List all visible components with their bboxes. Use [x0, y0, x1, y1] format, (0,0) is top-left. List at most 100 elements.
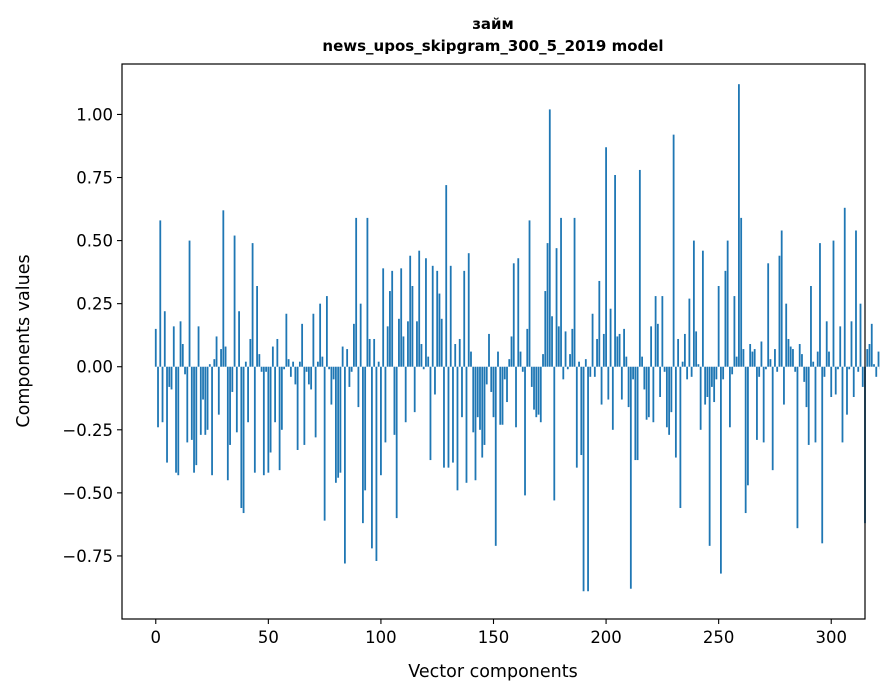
bar-132 — [452, 366, 454, 463]
bar-148 — [488, 333, 490, 367]
bar-180 — [560, 217, 562, 367]
bar-64 — [298, 361, 301, 367]
bar-73 — [319, 303, 322, 367]
bar-161 — [517, 258, 520, 367]
bar-237 — [688, 298, 691, 367]
bar-1 — [157, 366, 159, 428]
bar-12 — [181, 344, 184, 367]
bar-292 — [812, 361, 815, 367]
bar-94 — [366, 217, 369, 367]
bar-284 — [794, 366, 797, 372]
bar-181 — [562, 366, 565, 380]
bar-291 — [810, 286, 812, 367]
bar-33 — [229, 366, 231, 445]
bar-91 — [359, 303, 362, 367]
bar-65 — [301, 323, 304, 367]
bar-47 — [260, 366, 263, 372]
bar-257 — [733, 296, 736, 367]
bar-208 — [623, 328, 625, 367]
bar-138 — [465, 366, 468, 483]
bar-43 — [251, 243, 254, 367]
bar-159 — [512, 263, 515, 367]
y-tick-label: 0.00 — [76, 358, 113, 377]
bar-317 — [868, 344, 871, 367]
y-tick-label: −0.50 — [62, 484, 113, 503]
bar-178 — [555, 248, 558, 367]
bar-268 — [758, 366, 761, 377]
bar-2 — [159, 220, 162, 367]
bar-266 — [753, 349, 756, 367]
bar-42 — [249, 338, 252, 367]
bar-287 — [801, 354, 803, 367]
bar-294 — [816, 351, 819, 367]
bar-21 — [202, 366, 204, 400]
bar-184 — [569, 354, 571, 367]
y-axis-label: Components values — [14, 254, 34, 427]
bar-130 — [447, 366, 450, 468]
bar-124 — [434, 366, 436, 395]
bar-158 — [510, 336, 513, 367]
bar-259 — [738, 84, 740, 367]
bar-165 — [526, 328, 529, 367]
bar-223 — [656, 323, 659, 367]
bar-245 — [706, 366, 709, 397]
bar-200 — [605, 147, 607, 367]
bar-117 — [418, 250, 421, 367]
x-tick-label: 150 — [478, 628, 510, 647]
bar-224 — [659, 366, 662, 397]
bar-6 — [168, 366, 171, 387]
bar-series — [154, 84, 880, 592]
y-tick-label: −0.25 — [62, 421, 113, 440]
bar-195 — [593, 366, 596, 377]
bar-147 — [485, 366, 488, 385]
bar-109 — [400, 268, 403, 367]
bar-172 — [542, 354, 544, 367]
bar-300 — [830, 366, 833, 397]
bar-18 — [195, 366, 198, 466]
y-tick-label: 0.50 — [76, 232, 113, 251]
bar-240 — [695, 331, 698, 367]
bar-110 — [402, 336, 405, 367]
bar-213 — [634, 366, 637, 461]
bar-11 — [179, 321, 182, 367]
bar-221 — [652, 366, 655, 423]
y-tick-label: 0.25 — [76, 295, 113, 314]
bar-222 — [654, 296, 657, 367]
bar-211 — [629, 366, 632, 589]
bar-246 — [708, 366, 711, 546]
chart-title: займ — [472, 15, 514, 33]
bar-198 — [600, 366, 603, 405]
bar-318 — [870, 323, 873, 367]
bar-164 — [524, 366, 526, 496]
bar-212 — [632, 366, 634, 380]
bar-201 — [607, 366, 610, 400]
bar-53 — [274, 366, 276, 423]
bar-255 — [729, 366, 731, 428]
bar-174 — [546, 243, 549, 367]
bar-274 — [771, 366, 774, 471]
bar-207 — [620, 366, 623, 400]
x-tick-label: 50 — [258, 628, 279, 647]
bar-135 — [458, 338, 461, 367]
bar-118 — [420, 344, 423, 367]
bar-30 — [222, 210, 225, 367]
bar-232 — [677, 338, 680, 367]
bar-145 — [481, 366, 484, 458]
bar-307 — [846, 366, 848, 415]
bar-82 — [339, 366, 342, 473]
bar-0 — [154, 328, 157, 367]
bar-140 — [470, 351, 472, 367]
bar-253 — [724, 270, 727, 367]
bar-263 — [747, 366, 749, 486]
bar-154 — [501, 366, 504, 425]
bar-32 — [226, 366, 229, 481]
bar-168 — [533, 366, 535, 410]
bar-20 — [199, 366, 202, 435]
bar-50 — [267, 366, 270, 473]
bar-273 — [769, 359, 772, 367]
bar-97 — [373, 338, 376, 367]
bar-76 — [325, 296, 328, 367]
bar-171 — [539, 366, 542, 423]
bar-217 — [643, 366, 646, 390]
